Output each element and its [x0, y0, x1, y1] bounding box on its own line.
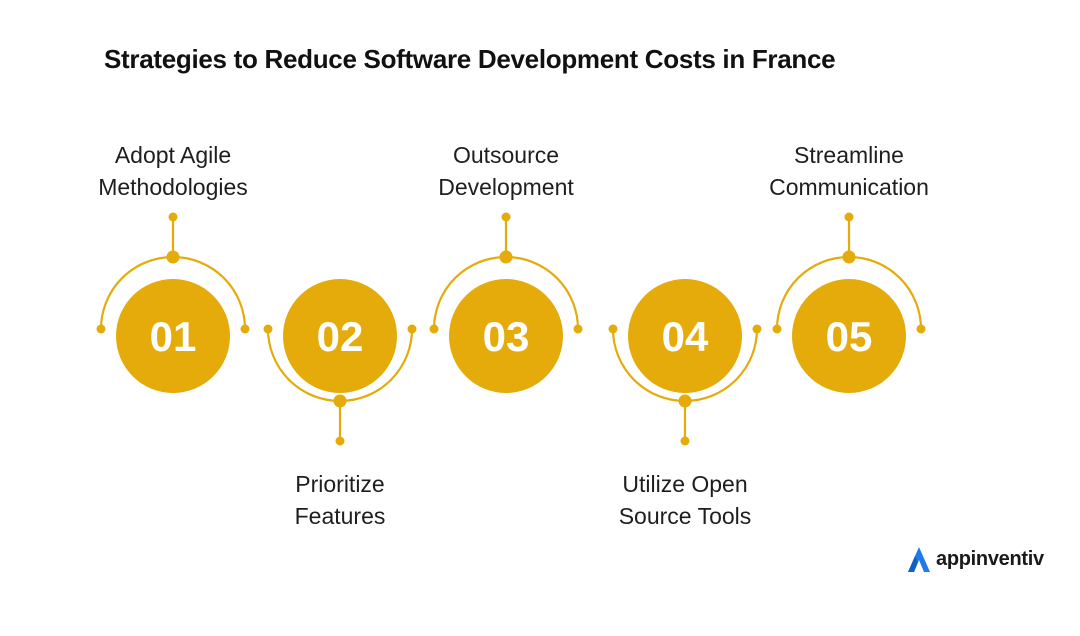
connector-end-dot: [168, 212, 178, 222]
arc-end-dot: [407, 324, 417, 334]
connector-end-dot: [844, 212, 854, 222]
step-label: Prioritize Features: [230, 468, 450, 532]
connector-end-dot: [335, 436, 345, 446]
arc-node-dot: [333, 394, 347, 408]
brand-logo: appinventiv: [905, 544, 1044, 574]
arc-node-dot: [678, 394, 692, 408]
step-circle: [628, 279, 742, 393]
step-label-line: Development: [438, 174, 574, 200]
step-circle: [116, 279, 230, 393]
step-label: Outsource Development: [396, 139, 616, 203]
step-label-line: Adopt Agile: [114, 142, 232, 168]
step-label-line: Outsource: [452, 142, 560, 168]
step-label: Utilize Open Source Tools: [575, 468, 795, 532]
arc-node-dot: [842, 250, 856, 264]
logo-text: appinventiv: [936, 547, 1044, 570]
arc-end-dot: [608, 324, 618, 334]
arc-node-dot: [166, 250, 180, 264]
step-label-line: Streamline: [794, 142, 904, 168]
arc-end-dot: [916, 324, 926, 334]
connector-end-dot: [501, 212, 511, 222]
arc-end-dot: [573, 324, 583, 334]
arc-end-dot: [752, 324, 762, 334]
page-title: Strategies to Reduce Software Developmen…: [104, 44, 836, 74]
arc-end-dot: [96, 324, 106, 334]
step-circle: [283, 279, 397, 393]
step-number: 03: [483, 313, 530, 360]
step-label: Streamline Communication: [739, 139, 959, 203]
step-label-line: Communication: [769, 174, 929, 200]
step-number: 01: [150, 313, 197, 360]
step-number: 02: [317, 313, 364, 360]
arc-node-dot: [499, 250, 513, 264]
step-number: 05: [826, 313, 873, 360]
connector-end-dot: [680, 436, 690, 446]
arc-end-dot: [429, 324, 439, 334]
step-label: Adopt Agile Methodologies: [63, 139, 283, 203]
step-label-line: Prioritize: [295, 471, 385, 497]
step-circle: [449, 279, 563, 393]
arc-end-dot: [263, 324, 273, 334]
appinventiv-logo-icon: [908, 547, 930, 572]
step-label-line: Methodologies: [98, 174, 248, 200]
step-label-line: Features: [294, 503, 386, 529]
step-number: 04: [662, 313, 709, 360]
arc-end-dot: [772, 324, 782, 334]
step-label-line: Utilize Open: [622, 471, 748, 497]
step-label-line: Source Tools: [618, 503, 752, 529]
arc-end-dot: [240, 324, 250, 334]
step-circle: [792, 279, 906, 393]
